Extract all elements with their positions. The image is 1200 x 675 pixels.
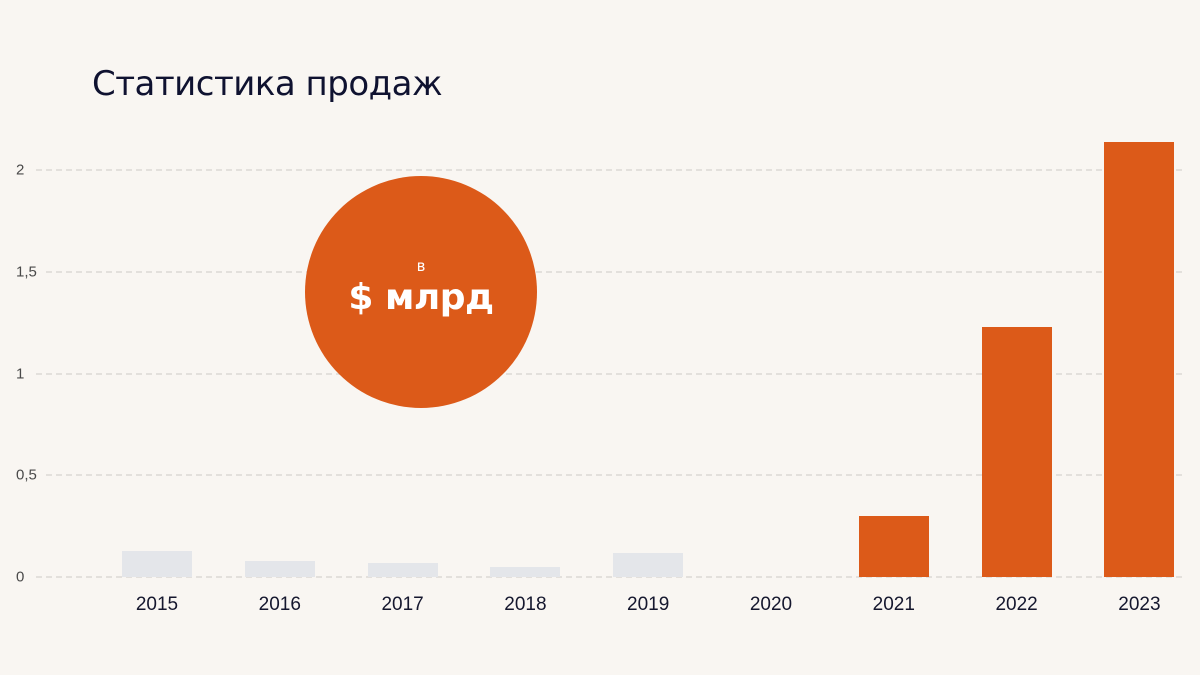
x-axis-tick: 2018 <box>504 594 547 615</box>
y-axis-tick: 0,5 <box>16 466 43 484</box>
bar-2018 <box>490 566 561 577</box>
grid-line <box>36 169 1182 171</box>
bar-2015 <box>122 550 192 577</box>
grid-line <box>36 372 1182 375</box>
x-axis-tick: 2021 <box>872 594 915 615</box>
unit-badge-label: $ млрд <box>348 276 494 318</box>
y-axis-tick: 0 <box>16 568 31 586</box>
x-axis-tick: 2020 <box>749 594 793 615</box>
bar-2023 <box>1104 141 1175 577</box>
bar-2017 <box>367 562 438 577</box>
unit-badge-prefix: в <box>416 256 426 275</box>
x-axis-tick: 2023 <box>1118 594 1161 615</box>
bar-2021 <box>858 515 929 577</box>
y-axis-tick: 1 <box>16 365 31 382</box>
x-axis-tick: 2022 <box>995 594 1038 615</box>
grid-line <box>36 576 1182 578</box>
bar-2019 <box>613 552 684 577</box>
grid-line <box>36 474 1182 477</box>
y-axis-tick: 2 <box>16 161 31 179</box>
x-axis-tick: 2017 <box>381 594 424 615</box>
bar-2016 <box>244 560 315 577</box>
x-axis-tick: 2019 <box>627 594 670 615</box>
x-axis-tick: 2015 <box>135 594 179 615</box>
unit-badge: в $ млрд <box>305 176 537 408</box>
y-axis-tick: 1,5 <box>16 263 43 281</box>
bar-2022 <box>981 326 1052 577</box>
grid-line <box>36 270 1182 273</box>
page-title: Статистика продаж <box>92 64 443 104</box>
x-axis-tick: 2016 <box>258 594 301 615</box>
